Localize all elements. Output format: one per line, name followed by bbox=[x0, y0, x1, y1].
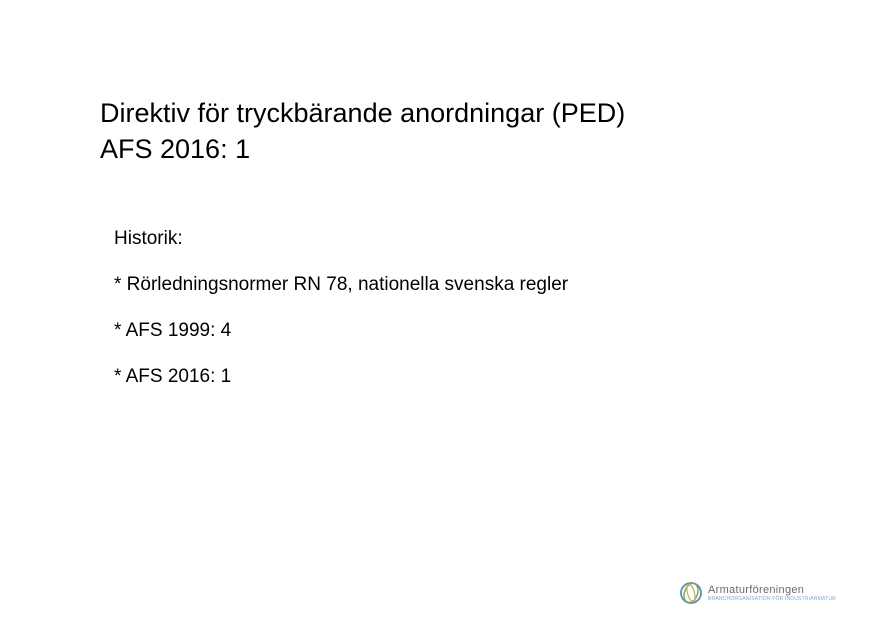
globe-icon bbox=[680, 582, 702, 604]
history-heading: Historik: bbox=[114, 228, 770, 250]
title-block: Direktiv för tryckbärande anordningar (P… bbox=[100, 95, 770, 168]
title-line-1: Direktiv för tryckbärande anordningar (P… bbox=[100, 95, 770, 131]
org-tagline: BRANCHORGANISATION FÖR INDUSTRIARMATUR bbox=[708, 597, 836, 602]
content-block: Historik: * Rörledningsnormer RN 78, nat… bbox=[100, 228, 770, 388]
slide-container: Direktiv för tryckbärande anordningar (P… bbox=[0, 0, 870, 630]
bullet-item: * AFS 1999: 4 bbox=[114, 320, 770, 342]
logo-text-block: Armaturföreningen BRANCHORGANISATION FÖR… bbox=[708, 585, 836, 602]
bullet-item: * AFS 2016: 1 bbox=[114, 366, 770, 388]
bullet-item: * Rörledningsnormer RN 78, nationella sv… bbox=[114, 274, 770, 296]
title-line-2: AFS 2016: 1 bbox=[100, 131, 770, 167]
footer-logo: Armaturföreningen BRANCHORGANISATION FÖR… bbox=[680, 582, 836, 604]
org-name: Armaturföreningen bbox=[708, 585, 836, 596]
